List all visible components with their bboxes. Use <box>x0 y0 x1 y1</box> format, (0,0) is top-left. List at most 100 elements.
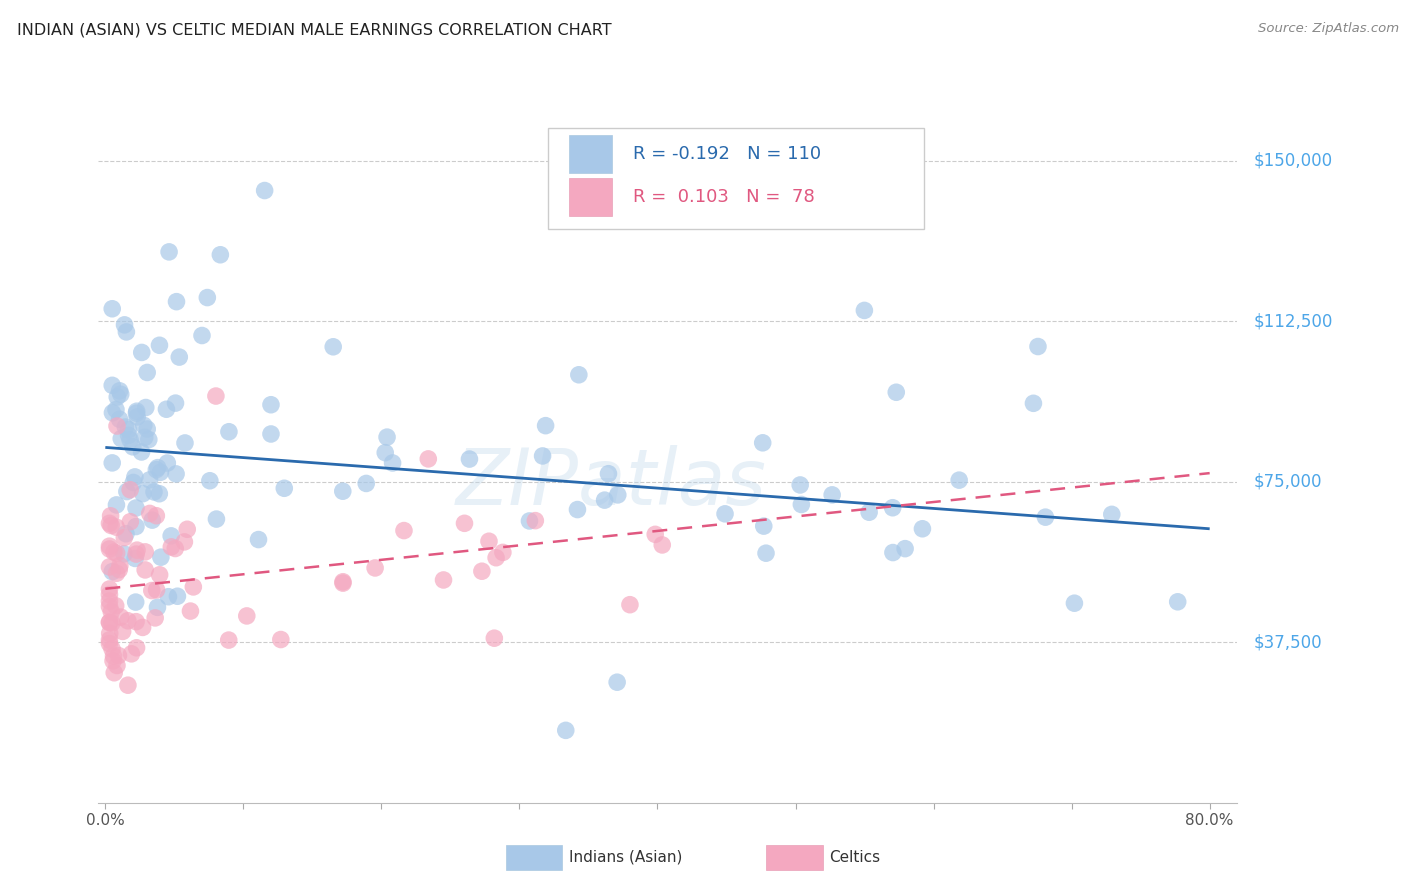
Point <box>179 604 201 618</box>
Point <box>117 428 139 442</box>
Point <box>821 488 844 502</box>
Point <box>143 611 166 625</box>
Point <box>125 406 148 420</box>
Point <box>884 385 907 400</box>
Point <box>478 534 501 549</box>
Point <box>139 507 162 521</box>
Point <box>103 545 125 559</box>
Point <box>882 500 904 515</box>
Point <box>149 567 172 582</box>
Point <box>155 402 177 417</box>
Point <box>101 378 124 392</box>
Point <box>755 546 778 560</box>
Point <box>124 470 146 484</box>
Point <box>534 418 557 433</box>
Point <box>453 516 475 531</box>
Point <box>554 723 576 738</box>
Point <box>354 476 377 491</box>
Point <box>134 545 156 559</box>
Point <box>101 641 124 656</box>
Text: INDIAN (ASIAN) VS CELTIC MEDIAN MALE EARNINGS CORRELATION CHART: INDIAN (ASIAN) VS CELTIC MEDIAN MALE EAR… <box>17 22 612 37</box>
Point <box>100 508 122 523</box>
Point <box>101 565 124 579</box>
Point <box>381 456 404 470</box>
Point <box>1101 508 1123 522</box>
Point <box>101 654 124 668</box>
Point <box>198 474 221 488</box>
Point <box>121 440 143 454</box>
Point <box>322 340 344 354</box>
Point <box>176 522 198 536</box>
Point <box>524 514 547 528</box>
Point <box>143 484 166 499</box>
Point <box>117 614 139 628</box>
Point <box>191 328 214 343</box>
Point <box>146 600 169 615</box>
Point <box>105 546 128 560</box>
Point <box>858 505 880 519</box>
Point <box>108 384 131 398</box>
Point <box>134 563 156 577</box>
Text: R = -0.192   N = 110: R = -0.192 N = 110 <box>633 145 821 163</box>
Point <box>160 540 183 554</box>
Point <box>131 445 153 459</box>
Point <box>98 615 121 630</box>
Point <box>103 665 125 680</box>
Point <box>598 467 620 481</box>
Point <box>141 583 163 598</box>
Point <box>205 512 228 526</box>
Point <box>115 526 138 541</box>
Point <box>117 678 139 692</box>
Point <box>127 409 149 424</box>
Text: Indians (Asian): Indians (Asian) <box>569 850 683 864</box>
Point <box>98 588 121 602</box>
Point <box>122 475 145 490</box>
Text: R =  0.103   N =  78: R = 0.103 N = 78 <box>633 188 814 206</box>
Point <box>882 545 904 559</box>
Point <box>138 473 160 487</box>
Point <box>157 590 180 604</box>
Point <box>108 412 131 426</box>
Point <box>108 563 131 577</box>
Point <box>1035 510 1057 524</box>
Point <box>98 516 121 531</box>
Point <box>160 529 183 543</box>
Point <box>169 350 191 364</box>
Text: $150,000: $150,000 <box>1254 152 1333 169</box>
Point <box>606 675 628 690</box>
Text: $112,500: $112,500 <box>1254 312 1333 330</box>
Point <box>108 558 131 573</box>
Point <box>105 658 128 673</box>
Point <box>619 598 641 612</box>
Point <box>135 401 157 415</box>
Point <box>132 418 155 433</box>
Point <box>98 541 121 556</box>
Point <box>375 430 398 444</box>
Point <box>104 599 127 613</box>
Point <box>790 498 813 512</box>
Point <box>125 500 148 515</box>
Point <box>568 368 591 382</box>
Point <box>105 390 128 404</box>
Point <box>98 560 121 574</box>
Point <box>115 484 138 499</box>
Point <box>101 616 124 631</box>
Point <box>120 483 142 497</box>
Point <box>114 318 136 332</box>
Point <box>117 423 139 437</box>
Point <box>100 605 122 619</box>
Point <box>145 463 167 477</box>
Point <box>236 608 259 623</box>
Point <box>120 433 142 447</box>
Point <box>195 291 218 305</box>
Point <box>136 422 159 436</box>
Point <box>157 244 180 259</box>
Point <box>125 640 148 655</box>
Point <box>332 574 354 589</box>
Point <box>165 467 187 481</box>
Point <box>374 445 396 459</box>
Point <box>1022 396 1045 410</box>
Point <box>148 338 170 352</box>
Point <box>101 301 124 316</box>
Point <box>392 524 415 538</box>
